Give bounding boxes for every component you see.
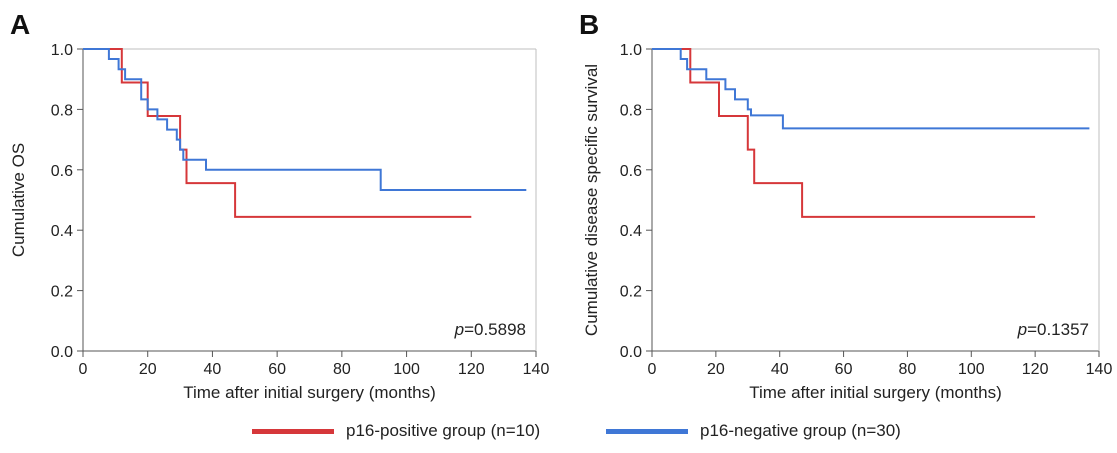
panel-label-b: B <box>579 9 599 40</box>
x-tick-label-b-2: 40 <box>771 361 789 378</box>
p-value-symbol-b: p <box>1017 320 1027 339</box>
legend-swatch-p16-negative <box>606 428 688 434</box>
p-value-b: p=0.1357 <box>1017 320 1089 339</box>
legend-item-p16-negative: p16-negative group (n=30) <box>606 416 901 446</box>
p-value-symbol-a: p <box>454 320 464 339</box>
y-tick-label-a-4: 0.8 <box>51 102 73 119</box>
p-value-a: p=0.5898 <box>454 320 526 339</box>
y-tick-label-b-4: 0.8 <box>620 102 642 119</box>
x-tick-label-a-2: 40 <box>204 361 222 378</box>
y-tick-label-a-3: 0.6 <box>51 163 73 180</box>
x-axis-title-b: Time after initial surgery (months) <box>749 383 1002 402</box>
p-value-number-b: =0.1357 <box>1027 320 1089 339</box>
y-tick-label-b-1: 0.2 <box>620 284 642 301</box>
y-tick-label-a-1: 0.2 <box>51 284 73 301</box>
panel-label-a: A <box>10 9 30 40</box>
y-axis-title-a: Cumulative OS <box>9 143 28 257</box>
figure-legend: p16-positive group (n=10) p16-negative g… <box>0 416 1117 446</box>
y-axis-title-b: Cumulative disease specific survival <box>582 64 601 336</box>
x-tick-label-b-5: 100 <box>958 361 985 378</box>
km-curve-b-p16-positive <box>652 48 1036 218</box>
km-curve-a-p16-positive <box>83 48 472 218</box>
x-tick-label-b-3: 60 <box>835 361 853 378</box>
x-tick-label-a-4: 80 <box>333 361 351 378</box>
y-tick-label-b-3: 0.6 <box>620 163 642 180</box>
y-tick-label-a-0: 0.0 <box>51 344 73 361</box>
x-tick-label-b-0: 0 <box>648 361 657 378</box>
x-axis-title-a: Time after initial surgery (months) <box>183 383 436 402</box>
x-tick-label-b-4: 80 <box>899 361 917 378</box>
km-curve-b-p16-negative <box>652 48 1090 130</box>
x-tick-label-b-7: 140 <box>1086 361 1113 378</box>
y-tick-label-b-2: 0.4 <box>620 223 642 240</box>
y-tick-label-a-2: 0.4 <box>51 223 73 240</box>
x-tick-label-b-6: 120 <box>1022 361 1049 378</box>
y-tick-label-b-5: 1.0 <box>620 42 642 59</box>
x-tick-label-a-0: 0 <box>79 361 88 378</box>
x-tick-label-a-5: 100 <box>393 361 420 378</box>
y-tick-label-a-5: 1.0 <box>51 42 73 59</box>
x-tick-label-b-1: 20 <box>707 361 725 378</box>
legend-label-p16-positive: p16-positive group (n=10) <box>346 421 541 440</box>
legend-item-p16-positive: p16-positive group (n=10) <box>252 416 540 446</box>
survival-figure: A 0 20 40 60 80 100 120 140 0.0 0.2 0.4 0.6 0.8 1.0 Tim… <box>9 9 1112 402</box>
x-tick-label-a-7: 140 <box>523 361 550 378</box>
p-value-number-a: =0.5898 <box>464 320 526 339</box>
panel-b: B 0 20 40 60 80 100 120 140 0.0 0.2 0.4 0.6 0.8 1.0 Tim… <box>579 9 1112 402</box>
x-tick-label-a-6: 120 <box>458 361 485 378</box>
panel-a: A 0 20 40 60 80 100 120 140 0.0 0.2 0.4 0.6 0.8 1.0 Tim… <box>9 9 549 402</box>
km-curve-a-p16-negative <box>83 48 527 191</box>
legend-label-p16-negative: p16-negative group (n=30) <box>700 421 901 440</box>
legend-swatch-p16-positive <box>252 428 334 434</box>
x-tick-label-a-1: 20 <box>139 361 157 378</box>
x-tick-label-a-3: 60 <box>268 361 286 378</box>
y-tick-label-b-0: 0.0 <box>620 344 642 361</box>
